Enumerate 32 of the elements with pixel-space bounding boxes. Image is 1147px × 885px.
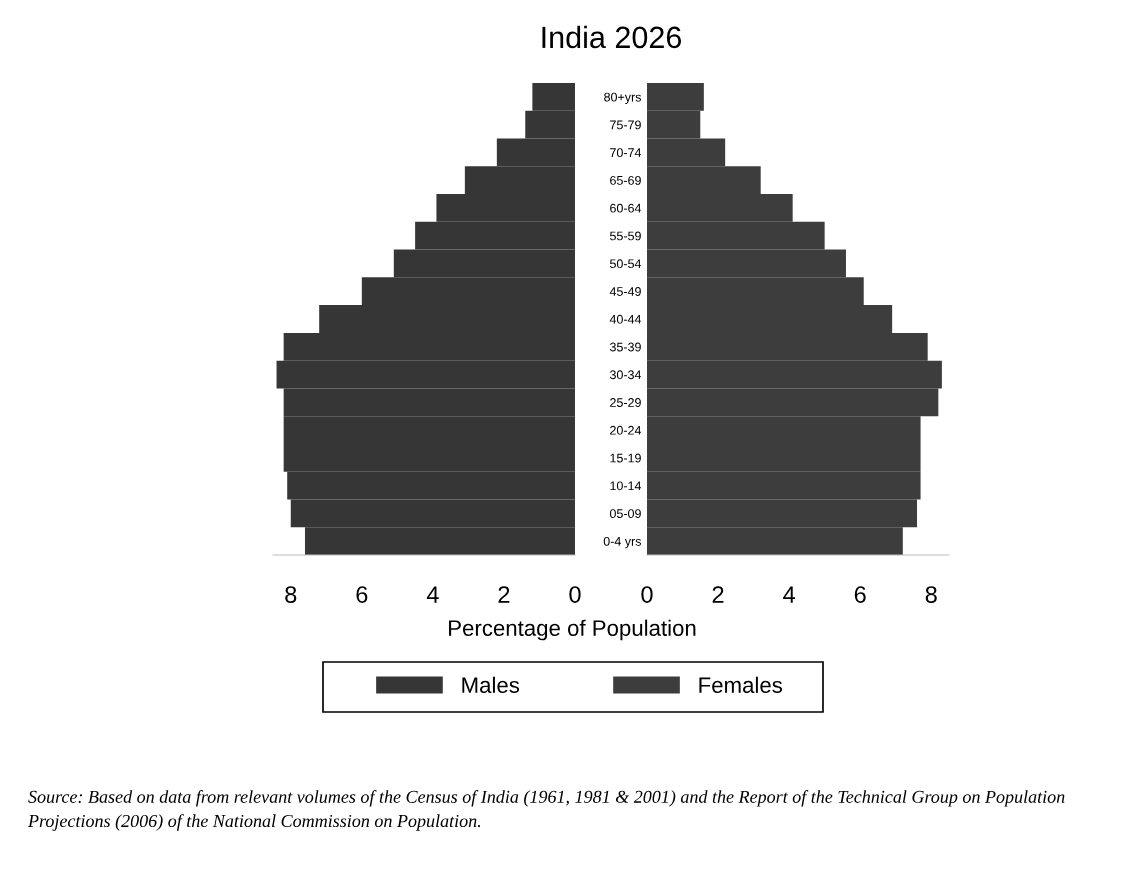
y-tick-label: 80+yrs [604,92,641,105]
x-tick-label: 2 [498,586,510,603]
source-note: Source: Based on data from relevant volumes of the Census of India (1961, 1981 & 2001) and the Report of the Technical Group on Population Projections (2006) of the National Commission on Population. [27,790,1065,831]
y-tick-label: 0-4 yrs [603,536,641,549]
y-tick-label: 35-39 [609,342,641,352]
y-tick-label: 45-49 [609,287,641,296]
x-tick-label: 8 [285,586,297,603]
y-tick-label: 65-69 [610,175,641,185]
x-axis-title: Percentage of Population [449,619,696,641]
text: Females [699,676,783,694]
y-tick-label: 60-64 [610,203,642,213]
y-tick-label: 50-54 [609,259,642,269]
y-tick-label: 70-74 [610,148,642,158]
x-tick-label: 4 [783,586,795,603]
x-tick-label: 4 [426,586,439,603]
x-tick-label: 6 [356,586,368,603]
y-tick-label: 25-29 [610,398,641,407]
y-tick-label: 75-79 [610,120,641,130]
y-tick-label: 05-09 [609,509,641,519]
x-tick-label: 0 [641,586,653,603]
y-tick-label: 55-59 [609,231,641,241]
y-tick-label: 10-14 [610,481,642,491]
legend-label: Males [462,676,520,694]
x-tick-label: 8 [925,586,937,603]
x-tick-label: 0 [569,586,581,603]
y-tick-label: 40-44 [609,314,642,324]
x-tick-label: 6 [854,586,866,603]
y-tick-label: 20-24 [610,425,642,435]
y-tick-label: 30-34 [609,370,642,380]
x-tick-label: 2 [712,586,724,603]
y-tick-label: 15-19 [610,453,641,463]
chart-title: India 2026 [542,25,682,49]
